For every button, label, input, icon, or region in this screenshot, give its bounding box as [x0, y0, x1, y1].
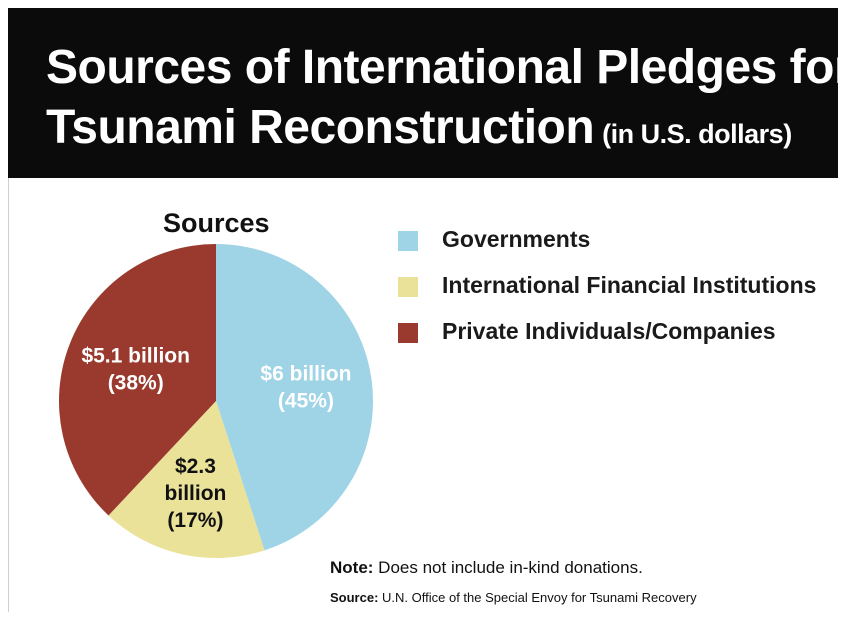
legend-swatch-financial-institutions [398, 277, 418, 297]
source-text: U.N. Office of the Special Envoy for Tsu… [378, 590, 697, 605]
slice-label-2: $5.1 billion (38%) [81, 345, 190, 395]
slice-label-line: (17%) [167, 509, 223, 532]
slice-label-0: $6 billion (45%) [260, 362, 351, 412]
slice-label-line: $6 billion [260, 362, 351, 385]
pie-chart: $6 billion (45%) $2.3 billion (17%) $5.1 bill… [59, 244, 373, 558]
header-banner: Sources of International Pledges for Tsu… [8, 8, 846, 178]
legend-label-financial-institutions: International Financial Institutions [442, 272, 817, 298]
slice-label-line: $5.1 billion [81, 345, 190, 368]
pie-slice-private-individuals-companies [59, 244, 216, 516]
slice-label-line: (45%) [278, 389, 334, 412]
legend-label-private: Private Individuals/Companies [442, 318, 776, 344]
slice-label-line: billion [165, 482, 227, 505]
legend-swatch-governments [398, 231, 418, 251]
slice-label-line: (38%) [108, 372, 164, 395]
source: Source: U.N. Office of the Special Envoy… [330, 590, 697, 605]
title-line-1: Sources of International Pledges for [46, 41, 846, 94]
title-unit: (in U.S. dollars) [602, 119, 792, 149]
chart-title: Sources [163, 208, 270, 238]
legend-swatch-private [398, 323, 418, 343]
note-label: Note: [330, 558, 374, 577]
legend-label-governments: Governments [442, 226, 591, 252]
source-label: Source: [330, 590, 379, 605]
infographic: Sources of International Pledges for Tsu… [8, 8, 846, 612]
note-text: Does not include in-kind donations. [373, 558, 643, 577]
slice-label-1: $2.3 billion (17%) [165, 455, 227, 532]
title-line-2: Tsunami Reconstruction (in U.S. dollars) [46, 100, 792, 162]
slice-label-line: $2.3 [175, 455, 216, 478]
title-main: Tsunami Reconstruction [46, 101, 595, 154]
note: Note: Does not include in-kind donations… [330, 558, 643, 578]
left-border [8, 178, 9, 612]
pie-slice-international-financial-institutions [108, 401, 265, 558]
pie-slice-governments [216, 244, 373, 551]
